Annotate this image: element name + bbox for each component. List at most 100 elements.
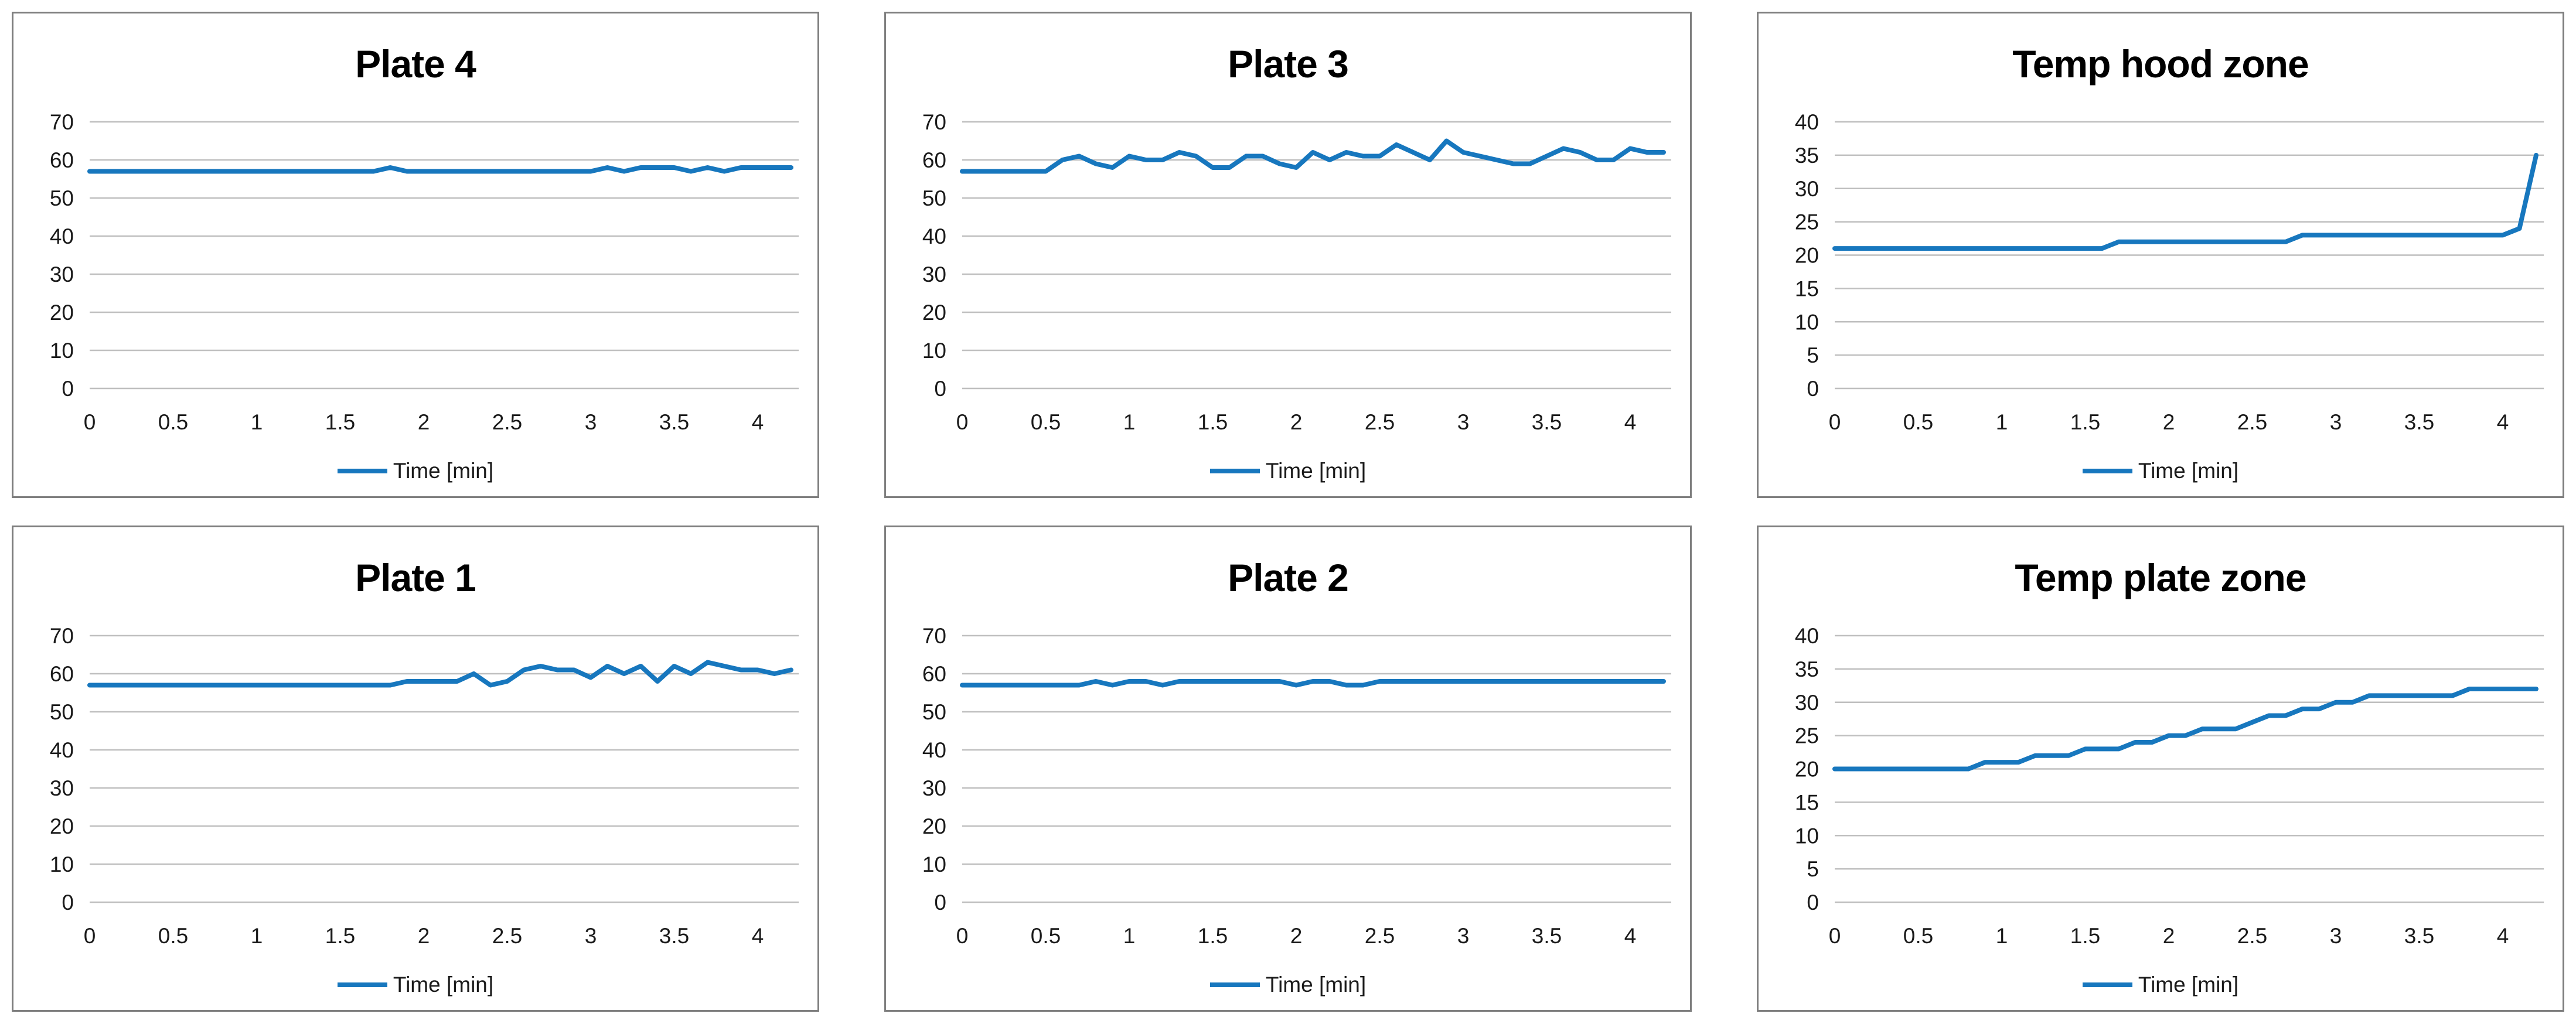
- svg-text:25: 25: [1795, 210, 1819, 234]
- chart-title: Plate 3: [1228, 42, 1349, 86]
- chart-grid: 0 10 20 30 40 50 60 70 0 0.5 1 1.5 2 2.5 3 3.5 4 Plate 4…: [12, 12, 2564, 1012]
- legend-label: Time [min]: [393, 973, 494, 997]
- svg-text:3: 3: [1457, 924, 1470, 948]
- svg-text:30: 30: [922, 776, 946, 800]
- legend-label: Time [min]: [1265, 973, 1367, 997]
- svg-text:0: 0: [1829, 410, 1841, 434]
- svg-text:5: 5: [1807, 343, 1819, 367]
- svg-text:1.5: 1.5: [1198, 410, 1228, 434]
- svg-text:35: 35: [1795, 144, 1819, 168]
- svg-text:60: 60: [50, 662, 74, 686]
- legend: Time [min]: [13, 973, 817, 997]
- svg-text:15: 15: [1795, 277, 1819, 301]
- svg-text:1.5: 1.5: [325, 924, 355, 948]
- svg-text:20: 20: [50, 814, 74, 838]
- svg-text:50: 50: [50, 700, 74, 724]
- svg-text:2: 2: [418, 410, 430, 434]
- chart-temp-hood-zone: 0 5 10 15 20 25 30 35 40 0 0.5 1 1.5 2 2.5 3 3.5 4 Temp h…: [1757, 12, 2564, 498]
- chart-title: Plate 2: [1228, 556, 1349, 599]
- svg-text:30: 30: [50, 776, 74, 800]
- svg-text:30: 30: [1795, 691, 1819, 715]
- line-chart-plate-3: 0 10 20 30 40 50 60 70 0 0.5 1 1.5 2 2.5 3 3.5 4: [922, 110, 1671, 434]
- legend-line-icon: [337, 469, 387, 473]
- svg-text:0: 0: [62, 890, 74, 915]
- legend-line-icon: [1209, 982, 1260, 987]
- svg-text:0.5: 0.5: [1903, 924, 1933, 948]
- svg-text:40: 40: [922, 738, 946, 762]
- svg-text:2: 2: [1290, 410, 1303, 434]
- svg-text:1: 1: [251, 410, 263, 434]
- svg-text:2: 2: [418, 924, 430, 948]
- svg-text:0: 0: [1807, 377, 1819, 401]
- legend-line-icon: [2082, 982, 2132, 987]
- legend-label: Time [min]: [393, 459, 494, 483]
- svg-text:10: 10: [50, 339, 74, 363]
- svg-text:2: 2: [1290, 924, 1303, 948]
- svg-text:50: 50: [922, 700, 946, 724]
- svg-text:3.5: 3.5: [1532, 924, 1562, 948]
- svg-text:0: 0: [956, 410, 969, 434]
- svg-text:3.5: 3.5: [2404, 410, 2434, 434]
- chart-plate-2: 0 10 20 30 40 50 60 70 0 0.5 1 1.5 2 2.5 3 3.5 4 Plate 2…: [884, 526, 1692, 1012]
- svg-text:2: 2: [2163, 924, 2175, 948]
- legend: Time [min]: [1759, 973, 2563, 997]
- svg-text:20: 20: [922, 814, 946, 838]
- svg-text:2.5: 2.5: [2237, 410, 2267, 434]
- svg-text:10: 10: [50, 852, 74, 876]
- svg-text:2: 2: [2163, 410, 2175, 434]
- svg-text:60: 60: [50, 148, 74, 172]
- svg-text:3: 3: [2330, 410, 2342, 434]
- svg-text:40: 40: [50, 224, 74, 248]
- svg-text:50: 50: [922, 186, 946, 210]
- chart-plate-4: 0 10 20 30 40 50 60 70 0 0.5 1 1.5 2 2.5 3 3.5 4 Plate 4…: [12, 12, 819, 498]
- svg-text:1.5: 1.5: [325, 410, 355, 434]
- svg-text:3: 3: [2330, 924, 2342, 948]
- svg-text:1.5: 1.5: [2070, 924, 2100, 948]
- svg-text:20: 20: [1795, 244, 1819, 268]
- svg-text:0: 0: [956, 924, 969, 948]
- legend: Time [min]: [886, 459, 1690, 483]
- svg-text:0: 0: [62, 377, 74, 401]
- svg-text:50: 50: [50, 186, 74, 210]
- legend-line-icon: [2082, 469, 2132, 473]
- svg-text:0.5: 0.5: [158, 924, 188, 948]
- svg-text:40: 40: [1795, 110, 1819, 134]
- svg-text:2.5: 2.5: [1365, 410, 1395, 434]
- chart-plate-1: 0 10 20 30 40 50 60 70 0 0.5 1 1.5 2 2.5 3 3.5 4 Plate 1…: [12, 526, 819, 1012]
- svg-text:1: 1: [1123, 924, 1136, 948]
- svg-text:0.5: 0.5: [158, 410, 188, 434]
- line-chart-plate-1: 0 10 20 30 40 50 60 70 0 0.5 1 1.5 2 2.5 3 3.5 4: [50, 624, 799, 948]
- line-chart-plate-4: 0 10 20 30 40 50 60 70 0 0.5 1 1.5 2 2.5 3 3.5 4: [50, 110, 799, 434]
- svg-text:0: 0: [934, 377, 946, 401]
- chart-title: Temp plate zone: [2015, 556, 2306, 599]
- line-chart-temp-hood-zone: 0 5 10 15 20 25 30 35 40 0 0.5 1 1.5 2 2.5 3 3.5 4: [1795, 110, 2544, 434]
- svg-text:1: 1: [1123, 410, 1136, 434]
- legend-line-icon: [1209, 469, 1260, 473]
- svg-text:3.5: 3.5: [2404, 924, 2434, 948]
- svg-text:0.5: 0.5: [1903, 410, 1933, 434]
- chart-title: Temp hood zone: [2012, 42, 2309, 86]
- legend-label: Time [min]: [2138, 973, 2239, 997]
- line-chart-temp-plate-zone: 0 5 10 15 20 25 30 35 40 0 0.5 1 1.5 2 2.5 3 3.5 4: [1795, 624, 2544, 948]
- svg-text:10: 10: [922, 852, 946, 876]
- svg-text:0.5: 0.5: [1031, 924, 1061, 948]
- svg-text:30: 30: [1795, 177, 1819, 201]
- svg-text:2.5: 2.5: [1365, 924, 1395, 948]
- svg-text:3.5: 3.5: [659, 924, 689, 948]
- svg-text:70: 70: [922, 110, 946, 134]
- svg-text:4: 4: [1624, 924, 1637, 948]
- svg-text:2.5: 2.5: [492, 924, 522, 948]
- svg-text:0: 0: [1829, 924, 1841, 948]
- legend: Time [min]: [886, 973, 1690, 997]
- svg-text:0: 0: [84, 410, 96, 434]
- svg-text:3.5: 3.5: [659, 410, 689, 434]
- chart-temp-plate-zone: 0 5 10 15 20 25 30 35 40 0 0.5 1 1.5 2 2.5 3 3.5 4 Temp p…: [1757, 526, 2564, 1012]
- svg-text:3.5: 3.5: [1532, 410, 1562, 434]
- svg-text:0.5: 0.5: [1031, 410, 1061, 434]
- svg-text:4: 4: [752, 924, 764, 948]
- svg-text:3: 3: [1457, 410, 1470, 434]
- svg-text:1: 1: [251, 924, 263, 948]
- svg-text:4: 4: [2497, 924, 2509, 948]
- chart-title: Plate 4: [355, 42, 476, 86]
- svg-text:4: 4: [1624, 410, 1637, 434]
